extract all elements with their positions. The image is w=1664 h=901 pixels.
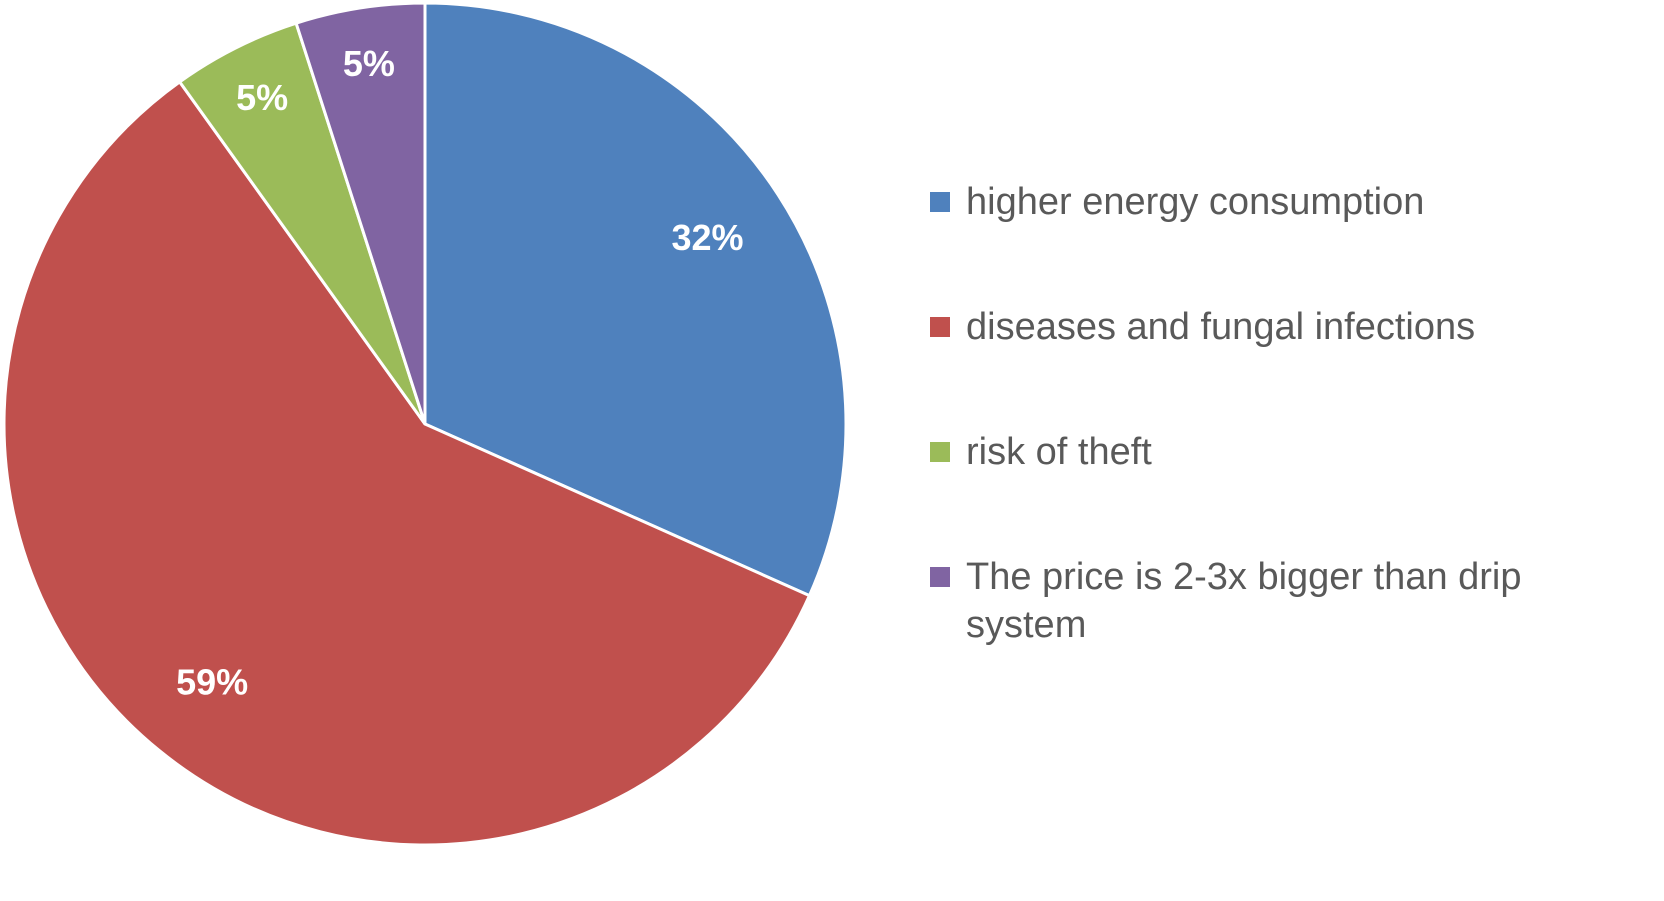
pie-slice — [423, 1, 848, 598]
legend-label: diseases and fungal infections — [966, 306, 1476, 348]
legend-item: higher energy consumption — [930, 170, 1650, 295]
chart: 32% 59% 5% 5% — [2, 1, 848, 847]
legend-label: higher energy consumption — [966, 181, 1425, 223]
legend-swatch — [930, 442, 950, 462]
pie-slice — [2, 79, 812, 847]
legend-item: diseases and fungal infections — [930, 295, 1650, 420]
legend-swatch — [930, 192, 950, 212]
data-label: 59% — [176, 661, 248, 702]
pie-slice — [294, 1, 427, 425]
data-label: 32% — [672, 217, 744, 258]
data-label: 5% — [343, 43, 395, 84]
legend-item: The price is 2-3x bigger than drip syste… — [930, 545, 1650, 670]
legend: higher energy consumption diseases and fu… — [930, 170, 1650, 670]
legend-label: The price is 2-3x bigger than drip syste… — [966, 556, 1522, 646]
legend-label: risk of theft — [966, 431, 1152, 473]
data-label: 5% — [236, 77, 288, 118]
legend-item: risk of theft — [930, 420, 1650, 545]
legend-swatch — [930, 567, 950, 587]
legend-swatch — [930, 317, 950, 337]
